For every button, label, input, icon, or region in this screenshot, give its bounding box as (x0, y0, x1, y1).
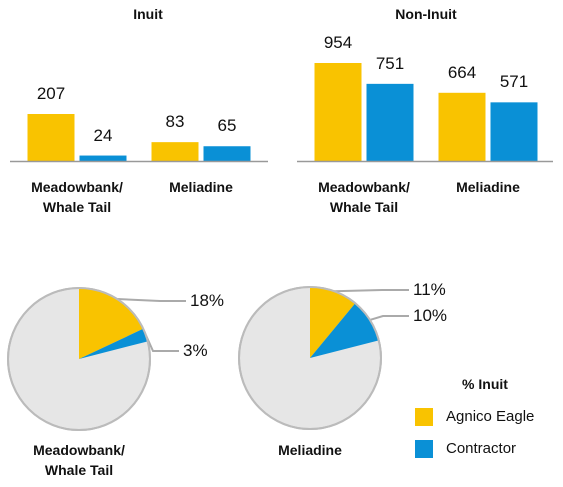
pie-title: Meadowbank/ Whale Tail (33, 442, 125, 478)
bar (490, 102, 538, 161)
bar (79, 155, 127, 161)
value-label: 571 (499, 72, 529, 92)
leader-line (116, 298, 186, 302)
bar (203, 146, 251, 161)
pie-slice (310, 287, 356, 358)
legend-swatch (415, 440, 433, 458)
legend-title: % Inuit (462, 376, 508, 392)
value-label: 65 (217, 116, 237, 136)
value-label: 664 (447, 62, 477, 82)
category-label: Meadowbank/ Whale Tail (31, 179, 123, 215)
value-label: 10% (413, 306, 448, 325)
value-label: 11% (413, 280, 446, 299)
legend-label: Agnico Eagle (446, 408, 535, 425)
pie-outline (7, 287, 151, 431)
bar (438, 92, 486, 161)
category-label: Meliadine (169, 179, 233, 195)
bar (151, 142, 199, 161)
pie-outline (238, 286, 382, 430)
pie-title: Meliadine (278, 442, 342, 458)
value-label: 18% (190, 291, 225, 310)
category-label: Meadowbank/ Whale Tail (318, 179, 410, 215)
value-label: 24 (93, 125, 113, 145)
value-label: 3% (183, 341, 208, 360)
leader-line (334, 289, 409, 293)
value-label: 954 (323, 33, 353, 52)
bar (366, 83, 414, 161)
value-label: 207 (36, 84, 66, 103)
pie-slice (79, 288, 144, 359)
value-label: 751 (375, 53, 405, 73)
pie-slice (310, 303, 379, 358)
category-label: Meliadine (456, 179, 520, 195)
bar (314, 63, 362, 161)
legend-swatch (415, 408, 433, 426)
chart-title: Non-Inuit (395, 6, 457, 22)
chart-title: Inuit (133, 6, 163, 22)
legend-label: Contractor (446, 440, 517, 457)
bar (27, 114, 75, 161)
leader-line (369, 315, 409, 321)
value-label: 83 (165, 112, 185, 132)
leader-line (144, 334, 179, 352)
pie-slice (79, 328, 148, 359)
